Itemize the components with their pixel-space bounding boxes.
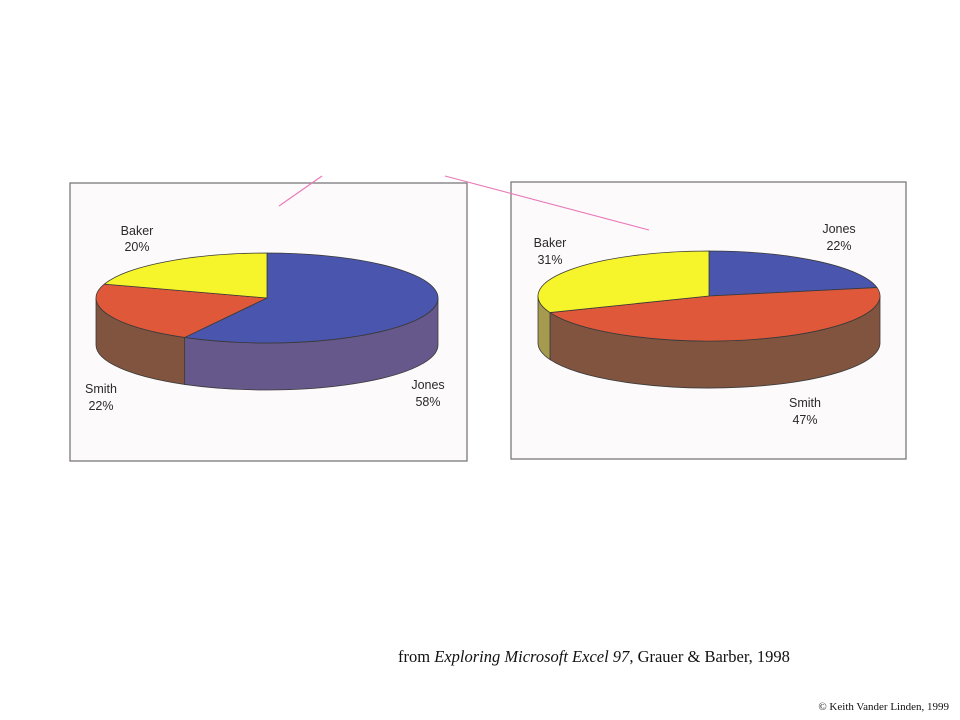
- pie-left-label-smith-pct: 22%: [88, 399, 113, 413]
- pie-left-label-jones-pct: 58%: [415, 395, 440, 409]
- pie-chart-left: [95, 252, 439, 391]
- pie-right-slice-baker: [537, 250, 710, 313]
- pie-left-slice-jones: [184, 252, 439, 344]
- annotation-line-left: [278, 175, 323, 207]
- pie-left-labels: Baker 20% Smith 22% Jones 58%: [85, 224, 445, 413]
- pie-right-labels: Baker 31% Jones 22% Smith 47%: [534, 222, 856, 427]
- source-caption: from Exploring Microsoft Excel 97, Graue…: [0, 647, 960, 667]
- pie-right-label-smith-name: Smith: [789, 396, 821, 410]
- pie-right-label-jones-name: Jones: [822, 222, 855, 236]
- pie-left-label-baker-pct: 20%: [124, 240, 149, 254]
- source-caption-book-title: Exploring Microsoft Excel 97: [434, 647, 630, 666]
- pie-left-label-smith-name: Smith: [85, 382, 117, 396]
- annotation-line-right: [444, 175, 650, 231]
- source-caption-prefix: from: [398, 647, 435, 666]
- source-caption-suffix: , Grauer & Barber, 1998: [629, 647, 790, 666]
- copyright-notice: © Keith Vander Linden, 1999: [818, 701, 949, 713]
- pie-left-label-baker-name: Baker: [121, 224, 154, 238]
- pie-chart-right: [537, 250, 881, 389]
- pie-left-label-jones-name: Jones: [411, 378, 444, 392]
- pie-left-slice-smith: [95, 283, 268, 338]
- pie-right-label-smith-pct: 47%: [792, 413, 817, 427]
- pie-right-slice-smith: [549, 287, 881, 342]
- pie-left-slice-baker: [103, 252, 268, 299]
- pie-right-label-jones-pct: 22%: [826, 239, 851, 253]
- pie-right-label-baker-pct: 31%: [537, 253, 562, 267]
- pie-right-label-baker-name: Baker: [534, 236, 567, 250]
- pie-right-slice-jones: [708, 250, 878, 297]
